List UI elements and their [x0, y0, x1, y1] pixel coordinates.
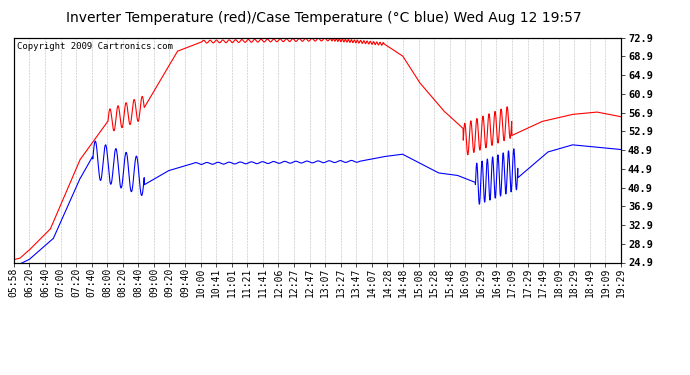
Text: Copyright 2009 Cartronics.com: Copyright 2009 Cartronics.com [17, 42, 172, 51]
Text: Inverter Temperature (red)/Case Temperature (°C blue) Wed Aug 12 19:57: Inverter Temperature (red)/Case Temperat… [66, 11, 582, 25]
